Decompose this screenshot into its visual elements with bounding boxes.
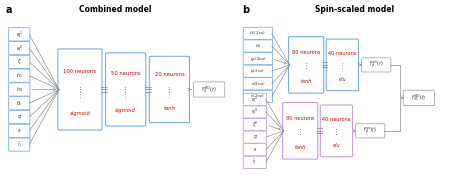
Text: 50 neurons: 50 neurons: [111, 71, 140, 76]
Text: $\zeta$: $\zeta$: [17, 57, 22, 66]
FancyBboxPatch shape: [283, 103, 318, 159]
Text: $h_1(2n_\alpha)$: $h_1(2n_\alpha)$: [249, 30, 266, 37]
Text: Combined model: Combined model: [80, 5, 152, 14]
Text: $\zeta^2$: $\zeta^2$: [252, 119, 258, 130]
FancyBboxPatch shape: [243, 27, 273, 39]
Text: elu: elu: [333, 143, 340, 148]
Text: tanh: tanh: [164, 106, 175, 111]
FancyBboxPatch shape: [243, 106, 266, 118]
FancyBboxPatch shape: [243, 65, 273, 77]
FancyBboxPatch shape: [9, 83, 30, 96]
Text: $q$: $q$: [253, 133, 257, 141]
FancyBboxPatch shape: [243, 156, 266, 169]
FancyBboxPatch shape: [243, 52, 273, 65]
Text: Spin-scaled model: Spin-scaled model: [315, 5, 394, 14]
Text: elu: elu: [338, 77, 346, 82]
Text: 40 neurons: 40 neurons: [328, 51, 356, 56]
Text: $\bar{r}_i$: $\bar{r}_i$: [17, 140, 22, 150]
Text: tanh: tanh: [301, 79, 312, 84]
FancyBboxPatch shape: [9, 28, 30, 41]
FancyBboxPatch shape: [289, 37, 324, 93]
Text: ⋮: ⋮: [339, 62, 346, 68]
FancyBboxPatch shape: [9, 69, 30, 82]
FancyBboxPatch shape: [9, 138, 30, 151]
Text: $q$: $q$: [17, 113, 22, 121]
FancyBboxPatch shape: [243, 40, 273, 52]
Text: $g_s(2n_\alpha)$: $g_s(2n_\alpha)$: [249, 55, 266, 63]
Text: 100 neurons: 100 neurons: [64, 69, 97, 74]
Text: 20 neurons: 20 neurons: [155, 72, 184, 77]
Text: ⋮: ⋮: [333, 128, 340, 134]
Text: ⋮: ⋮: [122, 91, 129, 97]
Text: $e_i^0$: $e_i^0$: [16, 43, 23, 54]
Text: $s$: $s$: [17, 127, 21, 134]
Text: ⋮: ⋮: [166, 91, 173, 97]
Text: $h_0$: $h_0$: [16, 85, 23, 94]
Text: $h_1$: $h_1$: [16, 71, 23, 80]
FancyBboxPatch shape: [403, 90, 435, 105]
Text: $h_0$: $h_0$: [255, 42, 261, 50]
Text: ⋮: ⋮: [76, 87, 83, 93]
FancyBboxPatch shape: [193, 82, 225, 97]
FancyBboxPatch shape: [106, 53, 146, 126]
FancyBboxPatch shape: [9, 124, 30, 137]
FancyBboxPatch shape: [243, 131, 266, 143]
Text: sigmoid: sigmoid: [70, 111, 91, 116]
FancyBboxPatch shape: [356, 124, 385, 138]
Text: ⋮: ⋮: [166, 87, 173, 93]
FancyBboxPatch shape: [243, 118, 266, 131]
FancyBboxPatch shape: [9, 55, 30, 68]
FancyBboxPatch shape: [9, 42, 30, 55]
Text: sigmoid: sigmoid: [115, 108, 136, 113]
Text: $\bar{r}_i(2n_\alpha)$: $\bar{r}_i(2n_\alpha)$: [250, 93, 265, 100]
Text: $s$: $s$: [253, 146, 257, 153]
Text: ⋮: ⋮: [297, 128, 304, 134]
Text: $e_i^1$: $e_i^1$: [252, 94, 258, 105]
Text: $e_i^0$: $e_i^0$: [251, 107, 258, 117]
FancyBboxPatch shape: [243, 144, 266, 156]
Text: 80 neurons: 80 neurons: [292, 50, 320, 55]
Text: $\theta_s$: $\theta_s$: [16, 99, 23, 108]
FancyBboxPatch shape: [320, 105, 353, 157]
Text: 80 neurons: 80 neurons: [286, 116, 314, 121]
Text: $F_{\mathrm{SC}}^{\mathrm{BO}}(r)$: $F_{\mathrm{SC}}^{\mathrm{BO}}(r)$: [411, 92, 427, 103]
Text: $F_\beta^{\mathrm{a1}}(r)$: $F_\beta^{\mathrm{a1}}(r)$: [369, 59, 383, 71]
Text: $F_\beta^{\mathrm{ec}}(r)$: $F_\beta^{\mathrm{ec}}(r)$: [363, 125, 377, 136]
Text: ⋮: ⋮: [122, 87, 129, 93]
FancyBboxPatch shape: [58, 49, 102, 130]
FancyBboxPatch shape: [9, 97, 30, 110]
FancyBboxPatch shape: [9, 110, 30, 124]
FancyBboxPatch shape: [243, 93, 266, 105]
Text: $q(2n_\alpha)$: $q(2n_\alpha)$: [250, 67, 265, 75]
Text: $s(2n_\alpha)$: $s(2n_\alpha)$: [251, 80, 265, 88]
Text: 40 neurons: 40 neurons: [322, 117, 351, 122]
Text: ⋮: ⋮: [302, 62, 310, 68]
Text: $\bar{r}_i$: $\bar{r}_i$: [253, 157, 257, 167]
FancyBboxPatch shape: [243, 90, 273, 102]
Text: b: b: [242, 5, 249, 15]
Text: $F_S^{\mathrm{BO}}(r)$: $F_S^{\mathrm{BO}}(r)$: [201, 84, 217, 95]
Text: $e_i^1$: $e_i^1$: [16, 29, 23, 40]
Text: ⋮: ⋮: [76, 91, 83, 97]
FancyBboxPatch shape: [362, 58, 391, 72]
Text: tanh: tanh: [294, 145, 306, 150]
FancyBboxPatch shape: [326, 39, 358, 91]
FancyBboxPatch shape: [243, 78, 273, 90]
FancyBboxPatch shape: [149, 56, 190, 123]
Text: a: a: [5, 5, 12, 15]
